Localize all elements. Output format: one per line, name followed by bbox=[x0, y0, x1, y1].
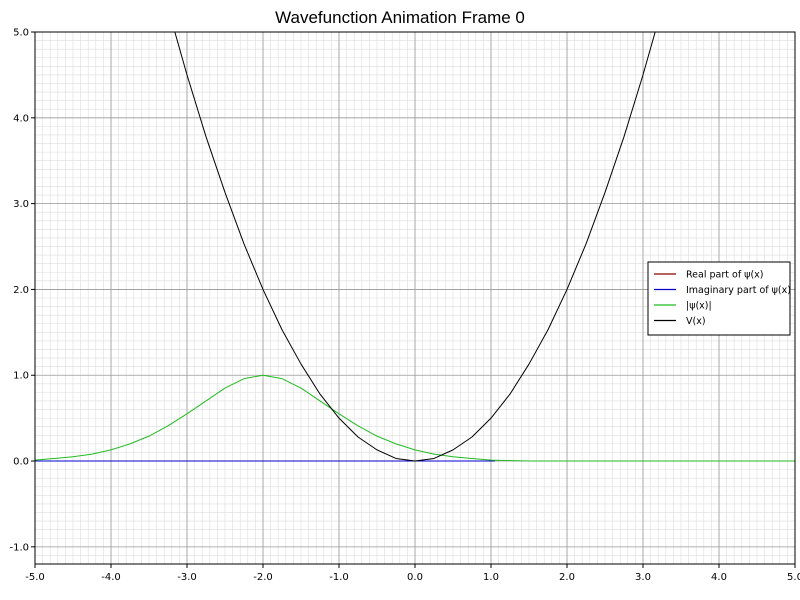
y-tick-label: 0.0 bbox=[13, 457, 29, 468]
x-tick-label: -3.0 bbox=[177, 572, 197, 583]
y-tick-label: 2.0 bbox=[13, 285, 29, 296]
x-tick-label: -4.0 bbox=[101, 572, 121, 583]
legend-label: Real part of ψ(x) bbox=[686, 270, 763, 281]
y-tick-label: 4.0 bbox=[13, 113, 29, 124]
series-line-2 bbox=[34, 374, 795, 462]
x-tick-label: -5.0 bbox=[25, 572, 45, 583]
legend-label: V(x) bbox=[686, 316, 706, 327]
chart-title: Wavefunction Animation Frame 0 bbox=[275, 8, 525, 27]
x-tick-label: 2.0 bbox=[559, 572, 575, 583]
series-line-3 bbox=[174, 31, 656, 462]
x-tick-label: 3.0 bbox=[635, 572, 651, 583]
y-tick-label: 3.0 bbox=[13, 199, 29, 210]
legend: Real part of ψ(x) Imaginary part of ψ(x) |… bbox=[647, 261, 791, 336]
x-tick-label: 5.0 bbox=[787, 572, 800, 583]
y-tick-label: -1.0 bbox=[9, 542, 29, 553]
series-layer bbox=[34, 31, 795, 462]
y-axis-ticks: -1.0 0.0 1.0 2.0 3.0 4.0 5.0 bbox=[9, 28, 35, 553]
y-tick-label: 1.0 bbox=[13, 371, 29, 382]
x-tick-label: -1.0 bbox=[329, 572, 349, 583]
x-tick-label: 4.0 bbox=[711, 572, 727, 583]
x-axis-ticks: -5.0 -4.0 -3.0 -2.0 -1.0 0.0 1.0 2.0 3.0 4.0 5.0 bbox=[25, 564, 800, 583]
y-tick-label: 5.0 bbox=[13, 28, 29, 39]
x-tick-label: 1.0 bbox=[483, 572, 499, 583]
legend-label: |ψ(x)| bbox=[686, 301, 712, 312]
legend-label: Imaginary part of ψ(x) bbox=[686, 285, 791, 296]
x-tick-label: 0.0 bbox=[407, 572, 423, 583]
x-tick-label: -2.0 bbox=[253, 572, 273, 583]
